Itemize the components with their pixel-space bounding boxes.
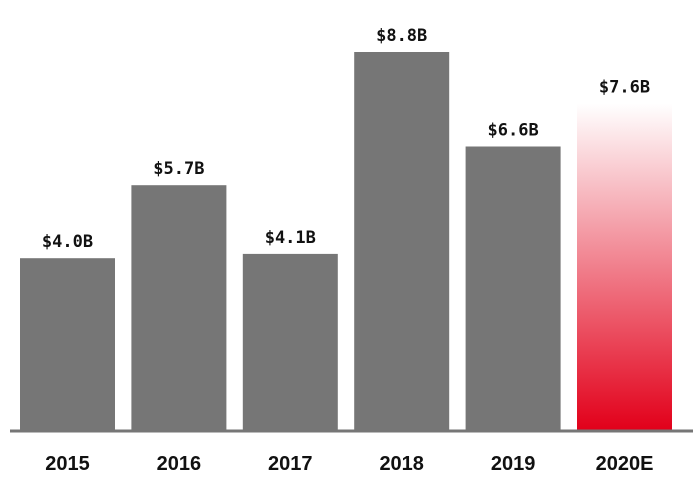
bar-2019 — [465, 146, 561, 430]
category-label-2019: 2019 — [491, 453, 536, 475]
value-label-2017: $4.1B — [265, 228, 316, 248]
category-label-2017: 2017 — [268, 453, 313, 475]
bar-2020e — [577, 103, 672, 430]
category-label-2015: 2015 — [45, 453, 90, 475]
value-label-2020e: $7.6B — [599, 78, 650, 98]
category-label-2020e: 2020E — [596, 453, 654, 475]
bar-2018 — [354, 52, 450, 430]
value-labels-group: $4.0B $5.7B $4.1B $8.8B $6.6B $7.6B — [42, 26, 650, 252]
bars-group — [20, 52, 672, 430]
bar-2017 — [242, 253, 338, 430]
value-label-2015: $4.0B — [42, 232, 93, 252]
bar-2016 — [131, 185, 227, 430]
value-label-2018: $8.8B — [376, 26, 427, 46]
value-label-2016: $5.7B — [153, 159, 204, 179]
value-label-2019: $6.6B — [488, 121, 539, 141]
category-label-2016: 2016 — [157, 453, 202, 475]
category-labels-group: 2015 2016 2017 2018 2019 2020E — [45, 453, 653, 475]
category-label-2018: 2018 — [379, 453, 424, 475]
bar-2015 — [20, 258, 115, 430]
